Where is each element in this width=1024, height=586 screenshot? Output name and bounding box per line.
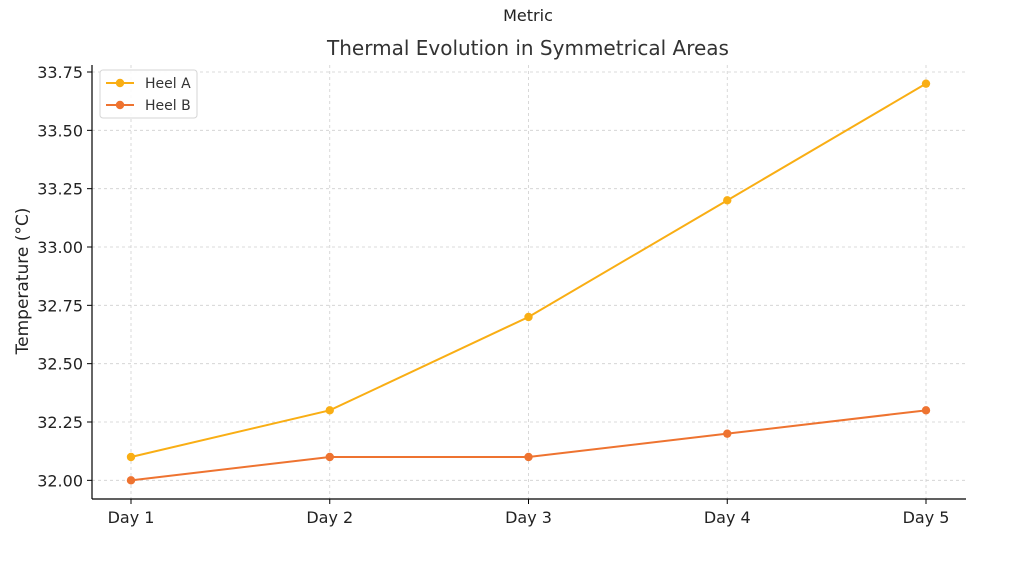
legend-label-heel-b: Heel B [145,98,191,114]
x-tick-label: Day 2 [306,508,353,527]
data-point-heel-b [921,406,931,415]
y-tick-label: 32.00 [37,471,83,490]
y-axis-label: Temperature (°C) [13,208,33,356]
y-tick-label: 33.00 [37,238,83,257]
x-tick-label: Day 1 [108,508,155,527]
x-tick-label: Day 5 [903,508,950,527]
legend: Heel A Heel B [99,69,198,119]
legend-label-heel-a: Heel A [145,76,191,92]
x-tick-label: Day 3 [505,508,552,527]
data-point-heel-a [325,406,334,415]
data-point-heel-a [723,196,732,205]
data-point-heel-b [325,452,334,462]
data-point-heel-b [524,452,533,462]
legend-marker-heel-a [115,78,125,88]
y-tick-label: 33.25 [37,180,83,199]
y-tick-label: 32.25 [37,413,83,432]
x-tick-label: Day 4 [704,508,751,527]
data-point-heel-b [126,476,136,485]
chart-suptitle: Metric [503,6,553,25]
y-tick-label: 33.50 [37,121,83,140]
data-point-heel-a [126,452,136,462]
y-tick-label: 32.75 [37,296,83,315]
y-tick-label: 33.75 [37,63,83,82]
data-point-heel-a [524,312,533,322]
legend-marker-heel-b [115,100,125,110]
data-point-heel-b [723,429,732,438]
chart-title: Thermal Evolution in Symmetrical Areas [326,36,729,60]
data-point-heel-a [921,79,931,88]
y-tick-label: 32.50 [37,355,83,374]
